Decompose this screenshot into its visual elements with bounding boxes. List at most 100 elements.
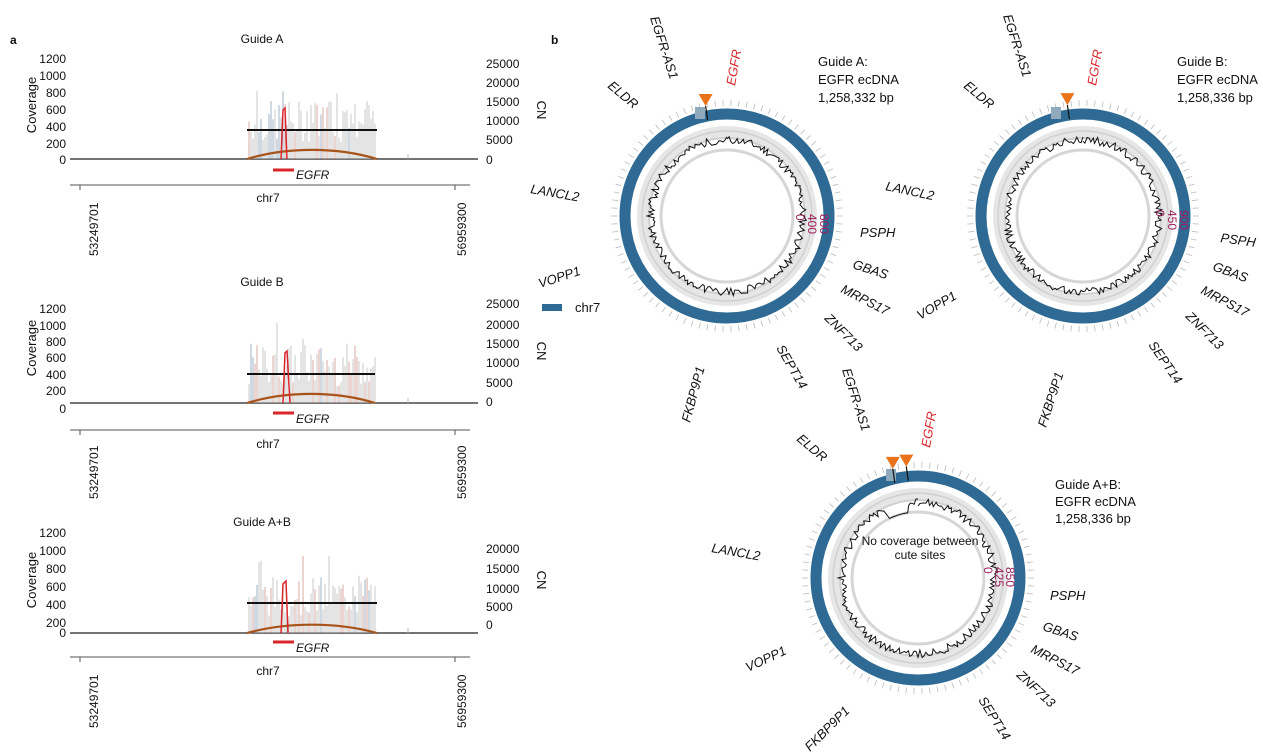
scale-tick-mark — [753, 322, 756, 329]
scale-tick-mark — [815, 629, 822, 633]
cn-axis-label: CN — [534, 342, 549, 361]
legend-swatch — [542, 304, 562, 311]
scale-tick-mark — [832, 245, 839, 249]
scale-tick-mark — [690, 320, 694, 327]
scale-tick-mark — [999, 135, 1005, 140]
scale-tick-mark — [976, 260, 983, 264]
ecdna-circle-guide-a: Guide A: EGFR ecDNA 1,258,332 bp 800 400… — [529, 14, 899, 423]
scale-tick-mark — [624, 267, 631, 271]
coverage-scale: 800 400 0 — [793, 214, 831, 234]
scale-tick-mark — [859, 673, 864, 679]
gene-label: ELDR — [605, 78, 641, 112]
gene-label: SEPT14 — [975, 694, 1013, 743]
scale-tick-mark — [1026, 592, 1033, 595]
coverage-track-inner — [659, 148, 795, 284]
cn-tick: 10000 — [486, 114, 520, 128]
scale-tick-mark — [1101, 101, 1104, 108]
scale-tick-mark — [1167, 286, 1173, 291]
scale-tick-mark — [800, 129, 805, 135]
coverage-trace — [1003, 135, 1164, 296]
scale-tick-mark — [1188, 183, 1195, 187]
scale-tick-mark — [1094, 100, 1096, 107]
scale-tick-mark — [1070, 100, 1072, 107]
coverage-plot-guide-a-plus-b: Guide A+B 1200 1000 800 600 400 200 0 Co… — [24, 515, 549, 728]
scale-tick-mark — [1062, 101, 1065, 108]
coverage-track-ring — [997, 130, 1169, 302]
scale-tick-mark — [683, 108, 687, 115]
egfr-gene-label: EGFR — [296, 641, 330, 655]
scale-tick-mark — [781, 115, 786, 121]
scale-tick-mark — [683, 317, 687, 324]
cn-tick: 15000 — [486, 562, 520, 576]
scale-tick-mark — [805, 135, 811, 140]
scale-tick-mark — [1188, 245, 1195, 249]
coverage-tick: 800 — [46, 86, 66, 100]
gene-label: ELDR — [794, 431, 830, 465]
circle-info-line: EGFR ecDNA — [1055, 494, 1136, 509]
egfr-gene-label: EGFR — [296, 168, 330, 182]
scale-tick-mark — [690, 105, 694, 112]
scale-tick-mark — [815, 147, 822, 152]
cut-site-arrow — [698, 94, 713, 107]
scale-tick-mark — [1123, 317, 1127, 324]
scale-tick-mark — [1046, 105, 1050, 112]
gene-label: FKBP9P1 — [678, 365, 707, 424]
scale-tick: 450 — [1165, 210, 1179, 230]
scale-tick-mark — [1054, 322, 1057, 329]
scale-tick-mark — [668, 115, 673, 121]
scale-tick-mark — [620, 260, 627, 264]
scale-tick-mark — [774, 314, 779, 321]
x-end-label: 56959300 — [455, 445, 469, 499]
scale-tick-mark — [1116, 105, 1120, 112]
scale-tick-mark — [996, 654, 1002, 659]
scale-tick-mark — [874, 470, 878, 477]
scale-tick-mark — [968, 199, 975, 202]
scale-tick-mark — [823, 509, 830, 514]
scale-tick-mark — [980, 267, 987, 271]
scale-tick-mark — [1005, 297, 1010, 303]
scale-tick-mark — [889, 684, 892, 691]
scale-tick-mark — [1171, 280, 1178, 285]
scale-tick-mark — [969, 238, 976, 241]
scale-tick-mark — [804, 600, 811, 603]
gene-label: ZNF713 — [1182, 308, 1227, 353]
coverage-trace — [645, 135, 808, 298]
scale-tick-mark — [617, 175, 624, 179]
junction-marker — [695, 107, 705, 119]
scale-tick-mark — [969, 191, 976, 194]
scale-tick-mark — [819, 516, 825, 521]
scale-tick-mark — [1021, 615, 1028, 619]
scale-tick-mark — [1014, 523, 1021, 527]
egfr-peak — [280, 106, 288, 160]
scale-tick-mark — [996, 497, 1002, 502]
scale-tick-mark — [979, 668, 984, 675]
scale-tick-mark — [1011, 302, 1016, 308]
coverage-tick: 1200 — [39, 302, 66, 316]
scale-tick-mark — [1101, 324, 1104, 331]
gene-label: PSPH — [1050, 588, 1086, 603]
scale-tick-mark — [834, 497, 840, 502]
scale-tick-mark — [1130, 314, 1135, 321]
chrom-label: chr7 — [256, 437, 280, 451]
ecdna-ring — [967, 93, 1199, 332]
scale-tick-mark — [830, 175, 837, 179]
scale-tick-mark — [1031, 314, 1036, 321]
scale-tick-mark — [794, 302, 799, 308]
junction-marker — [886, 469, 896, 481]
scale-tick-mark — [1137, 115, 1142, 121]
coverage-track-inner — [1015, 148, 1151, 284]
scale-tick-mark — [979, 481, 984, 488]
coverage-tick: 0 — [59, 402, 66, 416]
scale-tick-mark — [760, 105, 764, 112]
scale-tick-mark — [958, 679, 962, 686]
gene-label: ZNF713 — [821, 310, 866, 355]
scale-tick-mark — [637, 141, 643, 146]
scale-tick-mark — [936, 686, 939, 693]
scale-tick-mark — [874, 679, 878, 686]
coverage-bars — [248, 323, 409, 403]
ecdna-ring — [611, 94, 843, 332]
scale-tick-mark — [1011, 516, 1017, 521]
cut-site-line — [892, 468, 896, 483]
scale-tick-mark — [832, 183, 839, 187]
